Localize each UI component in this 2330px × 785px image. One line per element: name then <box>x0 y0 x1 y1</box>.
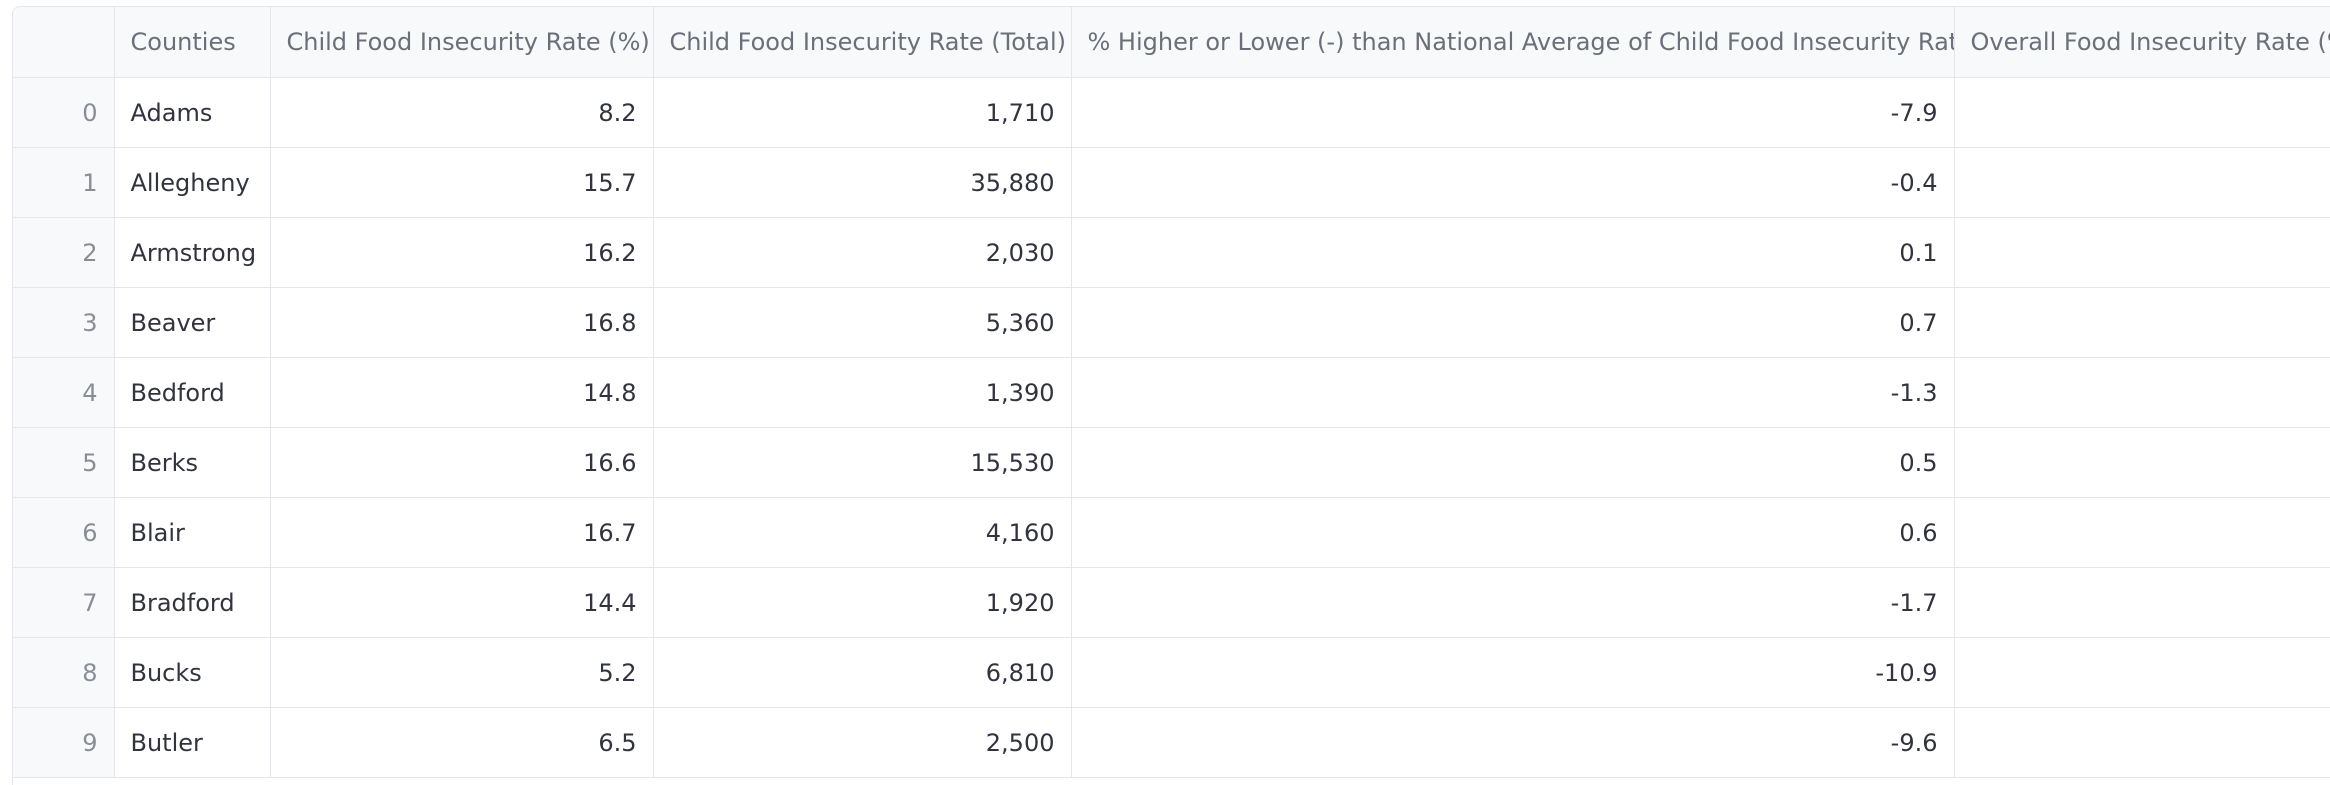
table-cell: 14.4 <box>270 567 654 638</box>
table-cell: -9.6 <box>1071 707 1955 778</box>
table-cell: 16.2 <box>270 217 654 288</box>
table-cell: -7.9 <box>1071 77 1955 148</box>
table-cell: Allegheny <box>114 147 271 218</box>
table-cell: -0.4 <box>1071 147 1955 218</box>
column-header: Overall Food Insecurity Rate (% <box>1954 7 2330 78</box>
table-cell: 1,920 <box>653 567 1072 638</box>
table-cell: -1.3 <box>1071 357 1955 428</box>
row-index: 9 <box>13 707 115 778</box>
table-cell: 11. <box>1954 287 2330 358</box>
table-cell: 16.8 <box>270 287 654 358</box>
table-cell: 2,030 <box>653 217 1072 288</box>
table-cell: 8.2 <box>270 77 654 148</box>
table-cell: 15.7 <box>270 147 654 218</box>
table-cell: 11. <box>1954 357 2330 428</box>
table-cell: Berks <box>114 427 271 498</box>
table-cell: 1,710 <box>653 77 1072 148</box>
column-header: Counties <box>114 7 271 78</box>
table-cell: 16.6 <box>270 427 654 498</box>
row-index: 0 <box>13 77 115 148</box>
table-cell: 0.7 <box>1071 287 1955 358</box>
row-index: 4 <box>13 357 115 428</box>
table-cell: Bedford <box>114 357 271 428</box>
table-cell: 7. <box>1954 77 2330 148</box>
table-cell: 1,390 <box>653 357 1072 428</box>
table-cell: 0.5 <box>1071 427 1955 498</box>
table-cell: 6.5 <box>270 707 654 778</box>
table-cell: 0.6 <box>1071 497 1955 568</box>
column-header: Child Food Insecurity Rate (%) <box>270 7 654 78</box>
table-cell: Butler <box>114 707 271 778</box>
table-cell: 10. <box>1954 427 2330 498</box>
table-cell: 6,810 <box>653 637 1072 708</box>
table-cell: -1.7 <box>1071 567 1955 638</box>
table-cell: Armstrong <box>114 217 271 288</box>
table-body: 0Adams8.21,710-7.97.1Allegheny15.735,880… <box>13 77 2330 778</box>
table-cell: 10. <box>1954 147 2330 218</box>
table-cell: Bucks <box>114 637 271 708</box>
row-index: 1 <box>13 147 115 218</box>
row-index: 5 <box>13 427 115 498</box>
column-header <box>13 7 115 78</box>
table-cell: 5.2 <box>270 637 654 708</box>
header-row: Counties Child Food Insecurity Rate (%) Ch… <box>13 7 2330 78</box>
table-cell: 7. <box>1954 707 2330 778</box>
row-index: 7 <box>13 567 115 638</box>
table-cell: 5,360 <box>653 287 1072 358</box>
table-cell: 14.8 <box>270 357 654 428</box>
dataframe: Counties Child Food Insecurity Rate (%) Ch… <box>12 6 2330 785</box>
table-cell: 0.1 <box>1071 217 1955 288</box>
table-cell: -10.9 <box>1071 637 1955 708</box>
table-cell: 35,880 <box>653 147 1072 218</box>
column-header: Child Food Insecurity Rate (Total) <box>653 7 1072 78</box>
table-cell: 6. <box>1954 637 2330 708</box>
table-cell: Bradford <box>114 567 271 638</box>
table-cell: 4,160 <box>653 497 1072 568</box>
table-cell: 15,530 <box>653 427 1072 498</box>
row-index: 8 <box>13 637 115 708</box>
table-cell: 12. <box>1954 217 2330 288</box>
table-cell: 11. <box>1954 567 2330 638</box>
table-cell: Beaver <box>114 287 271 358</box>
row-index: 2 <box>13 217 115 288</box>
table-cell: 2,500 <box>653 707 1072 778</box>
table-cell: 16.7 <box>270 497 654 568</box>
row-index: 6 <box>13 497 115 568</box>
table-cell: 12. <box>1954 497 2330 568</box>
column-header: % Higher or Lower (-) than National Aver… <box>1071 7 1955 78</box>
table-cell: Blair <box>114 497 271 568</box>
row-index: 3 <box>13 287 115 358</box>
data-table: Counties Child Food Insecurity Rate (%) Ch… <box>13 7 2330 778</box>
table-cell: Adams <box>114 77 271 148</box>
